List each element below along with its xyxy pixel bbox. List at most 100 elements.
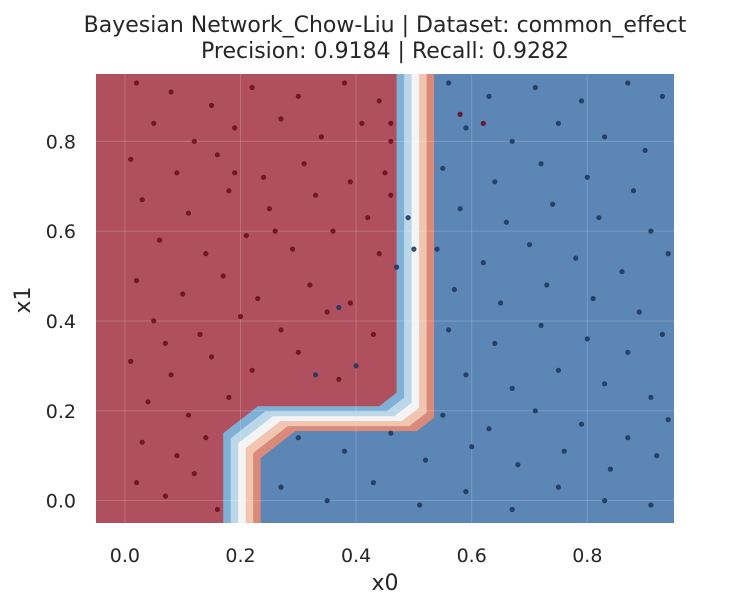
data-point-series-1 [573, 255, 579, 261]
data-point-series-1 [659, 93, 666, 99]
data-point-series-0 [214, 152, 220, 158]
data-point-series-0 [388, 120, 394, 126]
data-point-series-1 [625, 349, 631, 355]
data-point-series-1 [509, 138, 515, 144]
data-point-series-0 [157, 237, 163, 243]
data-point-series-0 [191, 471, 197, 477]
data-point-series-1 [538, 161, 544, 167]
data-point-series-0 [249, 367, 255, 373]
data-point-series-0 [162, 340, 168, 346]
data-point-series-0 [365, 215, 371, 221]
data-point-series-1 [469, 444, 475, 450]
data-point-series-0 [318, 134, 324, 140]
data-point-series-0 [295, 93, 301, 99]
data-point-series-0 [145, 399, 151, 405]
y-tick-label: 0.2 [46, 401, 76, 423]
data-point-series-0 [185, 412, 192, 418]
data-point-series-0 [214, 506, 220, 513]
data-point-series-1 [550, 201, 556, 207]
data-point-series-0 [243, 233, 249, 239]
data-point-series-0 [370, 331, 376, 337]
x-axis-label: x0 [371, 571, 398, 596]
data-point-series-1 [324, 498, 330, 504]
data-point-series-0 [151, 318, 157, 324]
data-point-series-0 [191, 138, 197, 144]
data-point-series-0 [185, 210, 192, 216]
data-point-series-1 [313, 372, 319, 378]
plot-area [96, 74, 674, 523]
data-point-series-0 [151, 120, 157, 126]
x-tick-label: 0.2 [225, 545, 255, 567]
data-point-series-0 [168, 372, 174, 378]
data-point-series-1 [463, 125, 469, 131]
data-point-series-1 [515, 462, 521, 468]
chart-title: Bayesian Network_Chow-Liu | Dataset: com… [84, 13, 687, 38]
data-point-series-1 [486, 426, 492, 432]
data-point-series-0 [197, 331, 203, 337]
data-point-series-1 [578, 421, 585, 427]
data-point-series-0 [209, 354, 215, 360]
data-point-series-0 [174, 170, 180, 176]
data-point-series-1 [654, 453, 660, 459]
data-point-series-1 [602, 381, 608, 387]
data-point-series-1 [648, 394, 654, 400]
data-point-series-1 [446, 327, 452, 333]
data-point-series-0 [359, 120, 365, 126]
x-tick-label: 0.6 [457, 545, 487, 567]
data-point-series-0 [237, 313, 244, 320]
data-point-series-0 [203, 435, 209, 441]
data-point-series-1 [648, 228, 654, 234]
data-point-series-1 [607, 466, 614, 472]
region-class-0 [96, 74, 397, 523]
data-point-series-0 [266, 206, 272, 212]
data-point-series-0 [388, 192, 394, 198]
y-tick-label: 0.0 [46, 491, 76, 513]
data-point-series-1 [463, 489, 469, 495]
data-point-series-0 [336, 376, 342, 382]
data-point-series-0 [203, 251, 209, 257]
data-point-series-1 [596, 215, 602, 221]
data-point-series-0 [289, 246, 296, 252]
data-point-series-1 [584, 174, 590, 180]
data-point-series-1 [630, 188, 637, 194]
data-point-series-1 [555, 367, 562, 373]
data-point-series-1 [665, 251, 671, 257]
data-point-series-1 [544, 282, 550, 288]
data-point-series-1 [659, 331, 666, 337]
data-point-series-0 [278, 116, 284, 122]
data-point-series-1 [422, 457, 429, 463]
data-point-series-1 [457, 206, 463, 212]
data-point-series-0 [272, 228, 278, 234]
data-point-series-0 [307, 282, 313, 288]
data-point-series-0 [128, 358, 134, 364]
data-point-series-1 [509, 506, 515, 513]
data-point-series-1 [336, 304, 342, 311]
data-point-series-0 [232, 125, 238, 131]
data-point-series-1 [405, 215, 411, 221]
data-point-series-1 [555, 120, 562, 126]
data-point-series-1 [625, 80, 631, 86]
data-point-series-0 [347, 179, 353, 185]
data-point-series-0 [226, 188, 232, 194]
x-tick-label: 0.0 [110, 545, 140, 567]
data-point-series-1 [526, 242, 533, 248]
data-point-series-1 [388, 430, 394, 436]
data-point-series-1 [278, 484, 284, 490]
data-point-series-1 [440, 412, 446, 418]
data-point-series-0 [180, 291, 186, 297]
data-point-series-0 [347, 300, 353, 306]
x-tick-label: 0.8 [572, 545, 602, 567]
data-point-series-1 [555, 484, 562, 490]
data-point-series-0 [376, 251, 382, 257]
data-point-series-1 [538, 322, 544, 328]
data-point-series-0 [133, 277, 140, 284]
data-point-series-1 [636, 309, 642, 315]
data-point-series-1 [295, 435, 301, 441]
data-point-series-0 [162, 493, 168, 499]
data-point-series-1 [648, 502, 654, 508]
data-point-series-0 [232, 170, 238, 176]
data-point-series-1 [492, 179, 498, 185]
y-tick-label: 0.4 [46, 311, 76, 333]
data-point-series-0 [226, 394, 232, 400]
